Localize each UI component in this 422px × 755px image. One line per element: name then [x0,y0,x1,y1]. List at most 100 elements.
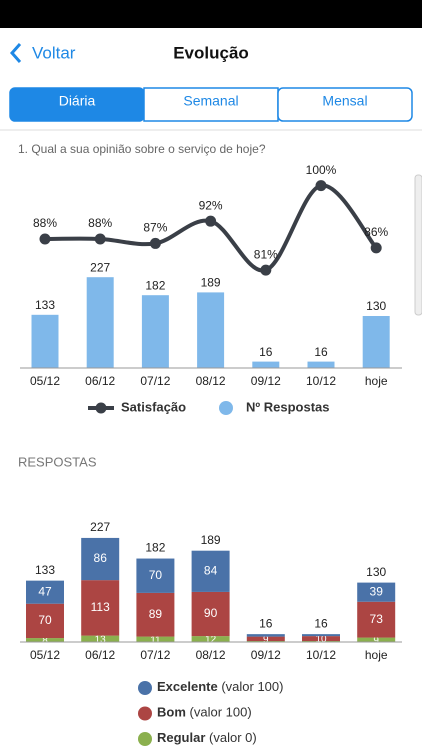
bar-segment [136,636,175,642]
legend-note: (valor 100) [190,705,252,720]
line-label: 92% [199,198,223,212]
legend-label: Regular (valor 0) [157,730,257,745]
bar-segment [81,537,120,581]
x-tick-label: 08/12 [196,648,226,662]
bar [307,361,335,368]
bar-segment [26,603,64,639]
bar-segment [357,601,396,638]
total-label: 182 [145,541,165,555]
line-label: 88% [33,216,57,230]
segment-label: 113 [91,600,110,614]
scroll-handle [414,174,422,316]
bar-segment [191,591,230,637]
total-label: 16 [259,616,273,630]
tab[interactable] [143,87,279,122]
segment-label: 89 [149,607,163,621]
line-label: 87% [143,221,167,235]
back-icon[interactable] [9,43,22,63]
bar [362,316,390,368]
legend-name: Regular [157,730,205,745]
bar-label: 227 [90,260,110,274]
line-point [205,215,217,227]
line-label: 88% [88,216,112,230]
line-point [260,264,272,276]
bar-label: 16 [259,345,273,359]
x-tick-label: 05/12 [30,374,60,388]
line-label: 86% [364,225,388,239]
line-point [370,242,382,254]
bar-segment [136,558,175,593]
bar-segment [357,582,396,602]
total-label: 130 [366,565,386,579]
bar [141,295,169,368]
x-tick-label: 09/12 [251,648,281,662]
bar-label: 16 [314,345,328,359]
legend-name: Excelente [157,679,218,694]
segment-label: 47 [38,584,52,598]
bar-segment [302,634,340,637]
bar-segment [26,580,64,604]
segment-label: 70 [149,568,163,582]
legend-label: Bom (valor 100) [157,705,252,720]
legend-marker [95,402,107,414]
tab-label[interactable]: Semanal [183,93,238,109]
legend-marker [219,401,233,415]
line-label: 100% [306,163,337,177]
question: 1. Qual a sua opinião sobre o serviço de… [18,142,266,156]
x-tick-label: hoje [365,648,388,662]
bar-segment [81,580,120,636]
x-tick-label: 05/12 [30,648,60,662]
total-label: 189 [201,533,221,547]
bar-segment [357,637,396,642]
segment-label: 70 [38,613,52,627]
line-label: 81% [254,247,278,261]
segment-label: 84 [204,563,218,577]
legend-marker [138,732,152,746]
total-label: 227 [90,520,110,534]
section-label: RESPOSTAS [18,454,97,469]
x-tick-label: hoje [365,374,388,388]
legend-note: (valor 0) [209,730,257,745]
segment-label: 8 [42,636,48,647]
tab-label[interactable]: Diária [59,93,96,109]
x-tick-label: 07/12 [140,648,170,662]
segment-label: 9 [373,635,379,646]
bar [197,292,225,368]
x-tick-label: 10/12 [306,374,336,388]
bar [252,361,280,368]
segment-label: 39 [370,584,384,598]
tab-label[interactable]: Mensal [322,93,367,109]
legend-label: Satisfação [121,399,186,414]
bar-label: 130 [366,299,386,313]
x-tick-label: 07/12 [140,374,170,388]
x-tick-label: 08/12 [196,374,226,388]
segment-label: 9 [263,634,269,645]
bar [86,277,114,368]
legend-marker [138,706,152,721]
bar-segment [136,592,175,637]
bar-label: 189 [201,276,221,290]
line-point [149,237,161,249]
tab[interactable] [277,87,413,122]
bar-label: 182 [145,278,165,292]
bar-segment [26,638,64,642]
screen-title: Evolução [173,43,249,62]
line-point [94,233,106,245]
segment-label: 12 [205,635,217,646]
status-bar [0,0,422,28]
x-tick-label: 09/12 [251,374,281,388]
bar-segment [246,636,285,642]
total-label: 16 [314,616,328,630]
x-tick-label: 06/12 [85,374,115,388]
bar-label: 133 [35,298,55,312]
bar-segment [246,634,285,637]
total-label: 133 [35,563,55,577]
back-button[interactable]: Voltar [32,43,76,62]
line-point [39,233,51,245]
segment-label: 73 [370,612,384,626]
bar-segment [81,635,120,642]
legend-name: Bom [157,705,186,720]
legend-note: (valor 100) [221,679,283,694]
